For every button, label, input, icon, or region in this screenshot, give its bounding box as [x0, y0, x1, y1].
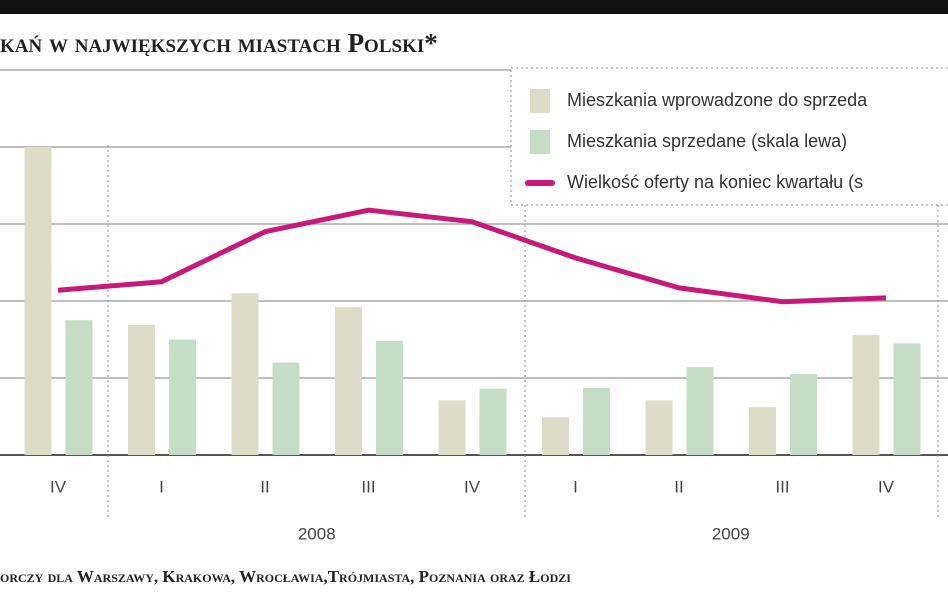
bar	[542, 417, 569, 455]
bar	[231, 293, 259, 455]
year-label: 2008	[298, 524, 336, 543]
bar	[65, 320, 93, 455]
x-tick-label: I	[159, 477, 164, 496]
bar	[645, 400, 673, 455]
legend-label: Wielkość oferty na koniec kwartału (s	[567, 172, 863, 192]
x-tick-label: III	[775, 477, 789, 496]
bar	[749, 407, 776, 455]
x-tick-label: III	[361, 477, 375, 496]
year-label: 2009	[712, 524, 750, 543]
bar	[438, 400, 466, 455]
footnote: orczy dla Warszawy, Krakowa, Wrocławia,T…	[0, 567, 571, 586]
x-tick-label: IV	[878, 477, 895, 496]
legend-box	[510, 67, 948, 206]
bar	[790, 374, 817, 455]
x-tick-label: IV	[50, 477, 67, 496]
x-tick-label: II	[260, 477, 269, 496]
bar	[893, 343, 921, 455]
bar	[479, 388, 507, 455]
x-tick-label: I	[573, 477, 578, 496]
bar	[24, 147, 52, 455]
x-tick-label: IV	[464, 477, 481, 496]
bar	[686, 367, 714, 455]
legend-swatch	[530, 130, 550, 154]
legend-label: Mieszkania sprzedane (skala lewa)	[567, 131, 847, 151]
bar	[169, 339, 196, 455]
x-tick-label: II	[674, 477, 683, 496]
chart-title: kań w największych miastach Polski*	[0, 28, 438, 58]
legend-swatch	[530, 89, 550, 113]
top-bar	[0, 0, 948, 14]
line	[57, 207, 887, 305]
bar	[272, 362, 300, 455]
bar	[128, 324, 155, 455]
bar	[852, 334, 880, 455]
bar	[376, 341, 403, 455]
bar	[583, 388, 610, 455]
legend-label: Mieszkania wprowadzone do sprzeda	[567, 90, 868, 110]
bar	[335, 307, 362, 455]
